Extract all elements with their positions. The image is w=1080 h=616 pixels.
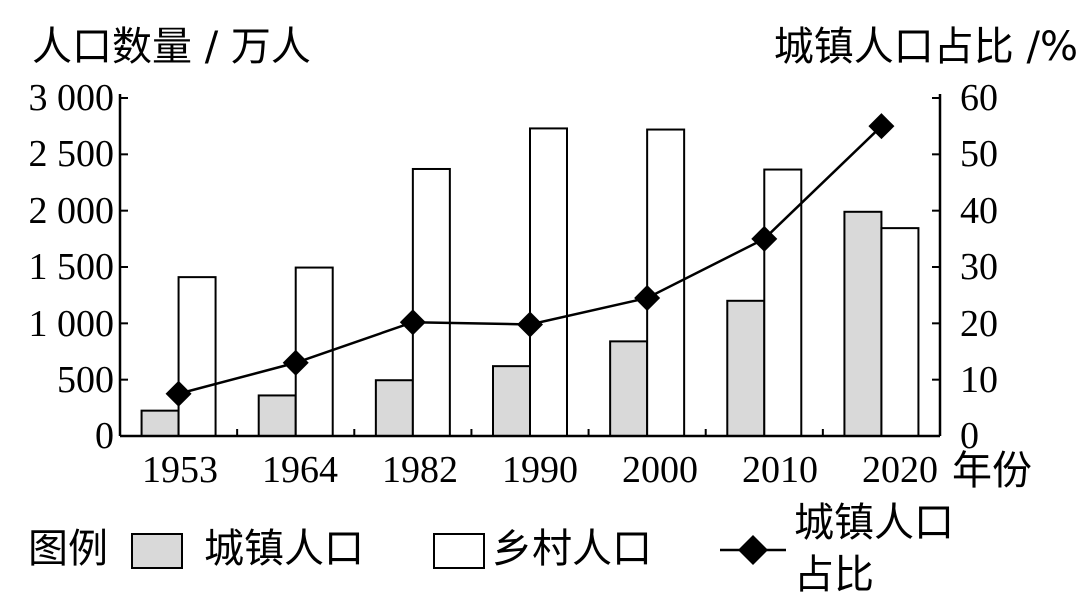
ratio-marker-2010 xyxy=(751,225,778,252)
left-tick-label: 1 000 xyxy=(29,303,115,345)
ratio-marker-1990 xyxy=(517,311,543,338)
axes-group xyxy=(118,94,942,438)
x-category-label: 1982 xyxy=(382,449,458,491)
bars-group xyxy=(140,127,920,438)
bar-urban-1953 xyxy=(140,409,180,437)
bar-urban-2010 xyxy=(726,299,766,437)
legend-swatch-rural xyxy=(433,533,485,569)
legend-swatch-urban xyxy=(131,533,183,569)
right-tick-labels: 60 50 40 30 20 10 0 xyxy=(960,77,998,457)
ratio-marker-1982 xyxy=(399,309,426,336)
right-axis-title: 城镇人口占比 /% xyxy=(774,24,1078,70)
left-tick-labels: 3 000 2 500 2 000 1 500 1 000 500 0 xyxy=(29,77,115,457)
legend-diamond-marker xyxy=(738,535,768,565)
bar-urban-2020 xyxy=(843,210,883,437)
legend-label-rural: 乡村人口 xyxy=(492,526,652,572)
x-category-label: 2010 xyxy=(742,449,818,491)
left-tick-label: 2 500 xyxy=(29,133,115,175)
bar-rural-2020 xyxy=(880,227,920,437)
bar-rural-2010 xyxy=(763,168,803,437)
legend-label-ratio: 城镇人口 占比 xyxy=(794,500,967,598)
right-tick-label: 30 xyxy=(960,246,998,288)
bar-rural-1982 xyxy=(411,167,451,437)
ratio-marker-1964 xyxy=(282,349,309,376)
left-tick-label: 2 000 xyxy=(29,190,115,232)
right-tick-label: 60 xyxy=(960,77,998,119)
bar-rural-1953 xyxy=(177,276,217,438)
left-tick-label: 500 xyxy=(57,359,114,401)
bar-rural-1990 xyxy=(529,127,568,437)
left-axis-title: 人口数量 / 万人 xyxy=(32,24,311,70)
bar-urban-2000 xyxy=(609,340,649,437)
left-tick-label: 0 xyxy=(95,415,114,457)
bar-urban-1982 xyxy=(374,379,414,438)
right-tick-label: 50 xyxy=(960,133,998,175)
legend-label-urban: 城镇人口 xyxy=(204,526,364,572)
x-category-label: 2020 xyxy=(862,449,938,491)
ratio-marker-2020 xyxy=(868,113,895,140)
ratio-marker-2000 xyxy=(634,284,661,311)
bar-urban-1990 xyxy=(492,365,531,437)
left-tick-label: 3 000 xyxy=(29,77,115,119)
ratio-marker-1953 xyxy=(165,380,192,407)
right-tick-label: 10 xyxy=(960,359,998,401)
x-axis-title: 年份 xyxy=(952,448,1032,494)
x-category-labels: 1953 1964 1982 1990 2000 2010 2020 xyxy=(142,449,938,491)
ratio-line-group xyxy=(165,113,895,407)
right-tick-label: 0 xyxy=(960,415,979,457)
legend-label-ratio-line1: 城镇人口 xyxy=(794,500,954,546)
legend-title: 图例 xyxy=(28,526,108,572)
legend: 图例 城镇人口 乡村人口 城镇人口 占比 xyxy=(28,500,967,598)
x-category-label: 1990 xyxy=(502,449,578,491)
x-category-label: 2000 xyxy=(622,449,698,491)
right-tick-label: 40 xyxy=(960,190,998,232)
legend-label-ratio-line2: 占比 xyxy=(794,552,874,598)
right-tick-label: 20 xyxy=(960,303,998,345)
x-category-label: 1953 xyxy=(142,449,218,491)
left-tick-label: 1 500 xyxy=(29,246,115,288)
x-category-label: 1964 xyxy=(262,449,338,491)
bar-urban-1964 xyxy=(257,394,297,438)
